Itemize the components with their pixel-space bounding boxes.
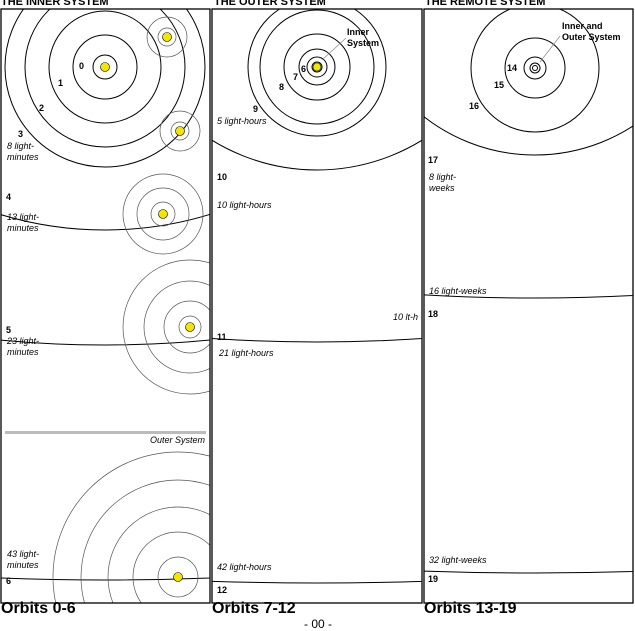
- orbit-number-10: 10: [217, 172, 227, 182]
- distance-label-4b: minutes: [7, 223, 39, 233]
- outer-orbits-caption: Orbits 7-12: [212, 600, 296, 617]
- distance-label-19: 32 light-weeks: [429, 555, 487, 565]
- orbit-10: [212, 139, 422, 171]
- planet: [162, 32, 172, 42]
- distance-label-12: 42 light-hours: [217, 562, 272, 572]
- orbit-16: [470, 9, 600, 133]
- distance-label-9: 5 light-hours: [217, 116, 267, 126]
- distance-label-edge: 10 lt-h: [393, 312, 418, 322]
- outer-system-title: THE OUTER SYSTEM: [214, 0, 326, 8]
- orbit-18: [424, 293, 633, 298]
- orbit-3b: [4, 9, 206, 168]
- orbit-number-18: 18: [428, 309, 438, 319]
- page-number: - 00 -: [303, 617, 332, 631]
- orbit-11: [212, 337, 422, 343]
- distance-label-11: 21 light-hours: [218, 348, 274, 358]
- remote-orbits-caption: Orbits 13-19: [424, 600, 517, 617]
- orbit-number-0: 0: [79, 61, 84, 71]
- orbit-number-4: 4: [6, 192, 11, 202]
- distance-label-17b: weeks: [429, 183, 455, 193]
- outer-system-separator: [5, 431, 206, 434]
- orbit-1: [72, 34, 138, 100]
- remote-system-panel: Inner and Outer System 14 15 16 17 18 19…: [424, 9, 633, 584]
- satellite-system-1: [146, 16, 188, 58]
- orbit-12: [212, 580, 422, 583]
- inset-pointer: [321, 37, 347, 61]
- central-star: [100, 62, 110, 72]
- distance-label-4a: 13 light-: [7, 212, 39, 222]
- orbit-number-7: 7: [293, 72, 298, 82]
- inset-label-b: Outer System: [562, 32, 621, 42]
- orbit-17: [424, 116, 633, 156]
- orbit-number-3: 3: [18, 129, 23, 139]
- orbit-5: [1, 339, 210, 346]
- orbit-14: [523, 56, 547, 80]
- distance-label-6a: 43 light-: [7, 549, 39, 559]
- orbit-8: [283, 33, 351, 101]
- orbit-number-17: 17: [428, 155, 438, 165]
- orbit-7: [298, 48, 336, 86]
- inner-system-title: THE INNER SYSTEM: [1, 0, 109, 8]
- orbit-number-12: 12: [217, 585, 227, 595]
- orbit-number-6: 6: [6, 576, 11, 586]
- distance-label-10: 10 light-hours: [217, 200, 272, 210]
- orbit-9b: [247, 9, 387, 137]
- distance-label-18: 16 light-weeks: [429, 286, 487, 296]
- orbit-number-14: 14: [507, 63, 517, 73]
- distance-label-3b: minutes: [7, 152, 39, 162]
- orbit-19: [424, 570, 633, 573]
- inset-pointer: [539, 35, 561, 63]
- planet: [175, 126, 185, 136]
- orbit-2: [48, 10, 162, 124]
- orbit-number-2: 2: [39, 103, 44, 113]
- planet: [158, 209, 168, 219]
- orbit-number-19: 19: [428, 574, 438, 584]
- inset-label-b: System: [347, 38, 379, 48]
- outer-panel-frame: [211, 8, 423, 604]
- orbit-number-15: 15: [494, 80, 504, 90]
- orbit-number-11: 11: [217, 332, 227, 342]
- remote-system-title: THE REMOTE SYSTEM: [425, 0, 546, 8]
- planet: [173, 572, 183, 582]
- distance-label-3a: 8 light-: [7, 141, 34, 151]
- orbit-4: [1, 213, 210, 231]
- orbit-13: [529, 62, 541, 74]
- inset-label-a: Inner and: [562, 21, 603, 31]
- orbit-6: [1, 576, 210, 580]
- orbit-number-1: 1: [58, 78, 63, 88]
- inset-label-a: Inner: [347, 27, 370, 37]
- satellite-system-2: [159, 110, 201, 152]
- orbit-number-9: 9: [253, 104, 258, 114]
- orbit-0: [92, 54, 118, 80]
- satellite-system-5: [52, 451, 210, 603]
- planet: [185, 322, 195, 332]
- distance-label-6b: minutes: [7, 560, 39, 570]
- orbit-number-5: 5: [6, 325, 11, 335]
- orbit-15: [504, 37, 566, 99]
- satellite-system-3: [122, 173, 204, 255]
- orbit-3: [24, 9, 186, 148]
- orbit-6: [306, 56, 328, 78]
- inner-orbits-caption: Orbits 0-6: [1, 600, 76, 617]
- inner-panel-frame: [0, 8, 211, 604]
- distance-label-5a: 23 light-: [6, 336, 39, 346]
- outer-system-panel: Inner System 6 7 8 9 10 11 12 5 light-ho…: [212, 9, 422, 595]
- satellite-system-4: [122, 259, 210, 395]
- central-star: [312, 62, 322, 72]
- outer-system-label: Outer System: [150, 435, 206, 445]
- orbit-number-16: 16: [469, 101, 479, 111]
- orbit-number-6: 6: [301, 64, 306, 74]
- orbit-9: [259, 9, 375, 125]
- remote-panel-frame: [423, 8, 634, 604]
- distance-label-5b: minutes: [7, 347, 39, 357]
- orbit-number-8: 8: [279, 82, 284, 92]
- distance-label-17a: 8 light-: [429, 172, 456, 182]
